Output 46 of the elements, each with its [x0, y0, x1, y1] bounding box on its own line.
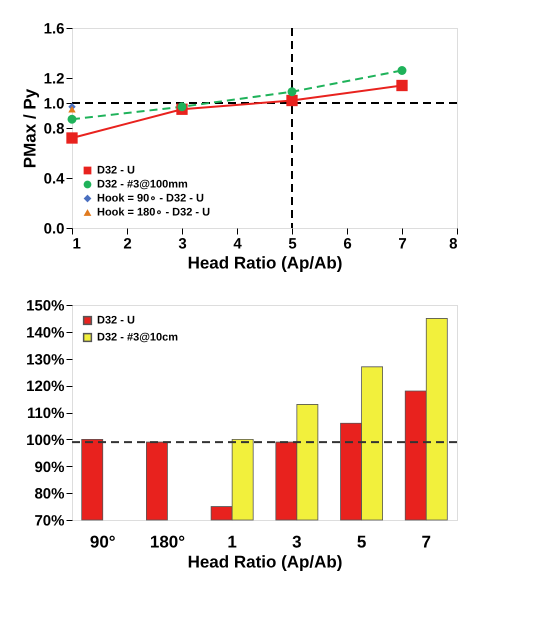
point	[68, 106, 76, 112]
y-tick-label: 1.2	[44, 70, 64, 88]
x-tick-label: 3	[178, 236, 187, 252]
y-tick-label: 130%	[26, 351, 64, 368]
x-tick-label: 3	[292, 532, 302, 552]
point	[178, 102, 186, 112]
x-tick-label: 6	[343, 236, 352, 252]
y-tick-label: 80%	[34, 486, 64, 503]
y-tick-label: 90%	[34, 458, 64, 476]
y-tick-label: 120%	[26, 378, 64, 396]
x-tick-label: 5	[356, 532, 366, 552]
x-tick-label: 180°	[150, 532, 186, 552]
x-tick-label: 7	[398, 236, 407, 252]
x-tick-label: 2	[123, 236, 132, 252]
legend-label: D32 - U	[97, 314, 135, 326]
legend-label: D32 - #3@100mm	[97, 178, 188, 190]
legend-label: Hook = 180∘ - D32 - U	[97, 206, 210, 218]
y-tick-label: 1.6	[44, 20, 64, 38]
x-tick-label: 90°	[90, 532, 116, 552]
y-tick-label: 0.8	[44, 120, 64, 138]
x-tick-label: 8	[449, 236, 458, 252]
legend-label: D32 - #3@10cm	[97, 332, 178, 344]
y-tick-label: 70%	[34, 512, 64, 530]
y-axis-title: PMax / Py	[20, 88, 40, 168]
legend-label: D32 - U	[97, 164, 135, 176]
legend-label: Hook = 90∘ - D32 - U	[97, 192, 204, 204]
point	[66, 132, 78, 144]
x-tick-label: 1	[227, 532, 237, 552]
x-tick-label: 1	[72, 236, 81, 252]
x-tick-label: 5	[288, 236, 297, 252]
y-tick-label: 140%	[26, 324, 64, 342]
point	[288, 87, 296, 96]
y-tick-label: 150%	[26, 298, 64, 314]
point	[68, 114, 76, 124]
y-tick-label: 0.4	[44, 170, 66, 188]
y-tick-label: 110%	[26, 405, 64, 422]
point	[396, 80, 408, 92]
y-tick-label: 100%	[26, 432, 64, 449]
x-axis-title: Head Ratio (Ap/Ab)	[188, 254, 342, 272]
y-tick-label: 1.0	[44, 96, 64, 112]
x-axis-title: Head Ratio (Ap/Ab)	[188, 552, 342, 572]
y-tick-label: 0.0	[44, 220, 64, 238]
x-tick-label: 7	[422, 532, 431, 552]
x-tick-label: 4	[233, 236, 242, 252]
point	[398, 66, 406, 75]
point	[286, 94, 298, 106]
